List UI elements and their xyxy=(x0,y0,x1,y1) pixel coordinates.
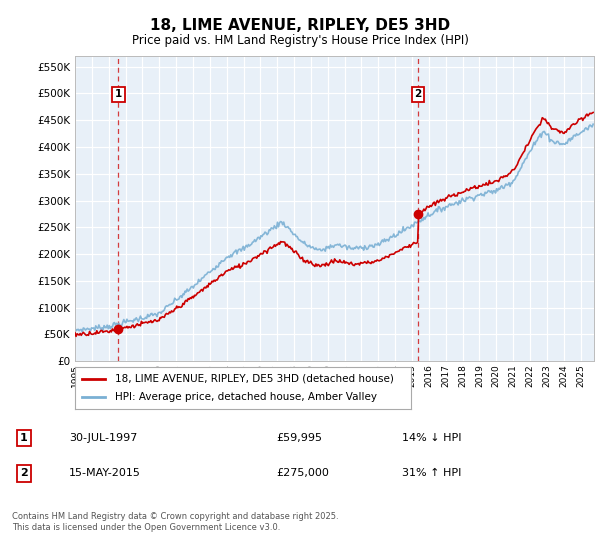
Text: 15-MAY-2015: 15-MAY-2015 xyxy=(69,468,141,478)
Text: 1: 1 xyxy=(20,433,28,443)
Text: 18, LIME AVENUE, RIPLEY, DE5 3HD (detached house): 18, LIME AVENUE, RIPLEY, DE5 3HD (detach… xyxy=(115,374,394,384)
Text: 14% ↓ HPI: 14% ↓ HPI xyxy=(402,433,461,443)
Text: £59,995: £59,995 xyxy=(276,433,322,443)
Text: 18, LIME AVENUE, RIPLEY, DE5 3HD: 18, LIME AVENUE, RIPLEY, DE5 3HD xyxy=(150,18,450,32)
Text: £275,000: £275,000 xyxy=(276,468,329,478)
Text: 30-JUL-1997: 30-JUL-1997 xyxy=(69,433,137,443)
Text: Contains HM Land Registry data © Crown copyright and database right 2025.
This d: Contains HM Land Registry data © Crown c… xyxy=(12,512,338,532)
Text: 1: 1 xyxy=(115,89,122,99)
Text: HPI: Average price, detached house, Amber Valley: HPI: Average price, detached house, Ambe… xyxy=(115,392,377,402)
Text: Price paid vs. HM Land Registry's House Price Index (HPI): Price paid vs. HM Land Registry's House … xyxy=(131,34,469,47)
Text: 2: 2 xyxy=(20,468,28,478)
Text: 2: 2 xyxy=(415,89,422,99)
Text: 31% ↑ HPI: 31% ↑ HPI xyxy=(402,468,461,478)
